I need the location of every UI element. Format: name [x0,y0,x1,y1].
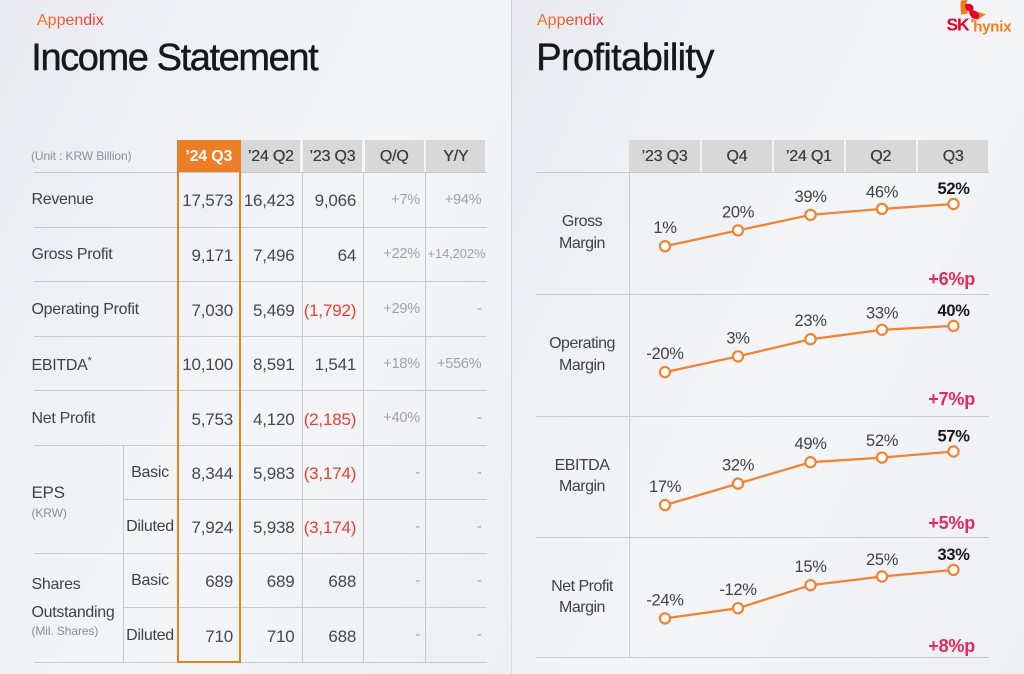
svg-text:15%: 15% [794,558,827,576]
svg-text:46%: 46% [866,183,899,201]
svg-text:40%: 40% [937,302,970,320]
svg-text:SK: SK [947,15,970,35]
svg-text:39%: 39% [794,188,827,206]
svg-text:33%: 33% [866,304,899,322]
svg-text:23%: 23% [794,312,827,330]
svg-text:-12%: -12% [719,581,757,599]
svg-text:1%: 1% [653,219,677,237]
svg-text:49%: 49% [794,435,827,453]
svg-text:-24%: -24% [646,591,684,609]
svg-text:52%: 52% [937,180,970,198]
svg-text:20%: 20% [722,203,755,221]
svg-text:3%: 3% [726,329,750,347]
svg-text:33%: 33% [937,546,970,564]
svg-text:17%: 17% [649,478,682,496]
svg-text:hynix: hynix [973,19,1012,36]
svg-text:52%: 52% [866,432,899,450]
svg-text:25%: 25% [866,551,899,569]
svg-text:57%: 57% [937,428,970,446]
svg-text:-20%: -20% [646,345,684,363]
svg-text:32%: 32% [722,457,755,475]
